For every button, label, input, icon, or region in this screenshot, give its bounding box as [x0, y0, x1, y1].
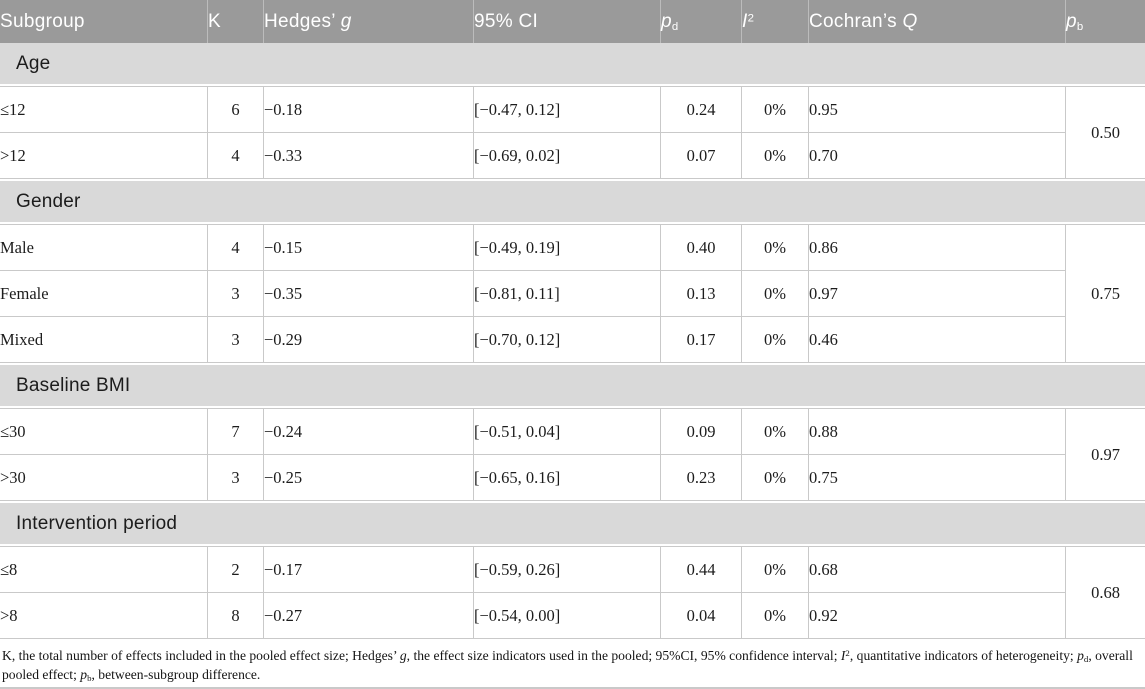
- cell-subgroup: ≤30: [0, 408, 207, 455]
- cell-hedges-g: −0.25: [263, 455, 473, 501]
- cell-i2: 0%: [741, 133, 808, 179]
- section-row-intervention-period: Intervention period: [0, 501, 1145, 546]
- section-header-gender: Gender: [0, 179, 1145, 224]
- cell-hedges-g: −0.35: [263, 271, 473, 317]
- cell-hedges-g: −0.33: [263, 133, 473, 179]
- cell-hedges-g: −0.17: [263, 546, 473, 593]
- cell-subgroup: Male: [0, 224, 207, 271]
- cell-subgroup: Mixed: [0, 317, 207, 363]
- cell-ci: [−0.47, 0.12]: [473, 86, 660, 133]
- cell-subgroup: >8: [0, 593, 207, 639]
- table-row: >12 4 −0.33 [−0.69, 0.02] 0.07 0% 0.70: [0, 133, 1145, 179]
- table-row: >30 3 −0.25 [−0.65, 0.16] 0.23 0% 0.75: [0, 455, 1145, 501]
- section-row-age: Age: [0, 43, 1145, 86]
- cell-ci: [−0.70, 0.12]: [473, 317, 660, 363]
- cell-pd: 0.44: [660, 546, 741, 593]
- section-header-intervention-period: Intervention period: [0, 501, 1145, 546]
- cell-k: 3: [207, 317, 263, 363]
- cell-i2: 0%: [741, 593, 808, 639]
- cell-cochrans-q: 0.86: [808, 224, 1065, 271]
- cell-subgroup: ≤12: [0, 86, 207, 133]
- cell-k: 7: [207, 408, 263, 455]
- col-header-pd: pd: [660, 0, 741, 43]
- cell-k: 8: [207, 593, 263, 639]
- section-header-age: Age: [0, 43, 1145, 86]
- table-row: >8 8 −0.27 [−0.54, 0.00] 0.04 0% 0.92: [0, 593, 1145, 639]
- cell-cochrans-q: 0.97: [808, 271, 1065, 317]
- cell-pd: 0.24: [660, 86, 741, 133]
- cell-ci: [−0.59, 0.26]: [473, 546, 660, 593]
- cell-pd: 0.04: [660, 593, 741, 639]
- bottom-divider: [0, 687, 1145, 689]
- table-row: ≤30 7 −0.24 [−0.51, 0.04] 0.09 0% 0.88 0…: [0, 408, 1145, 501]
- table-row: Mixed 3 −0.29 [−0.70, 0.12] 0.17 0% 0.46: [0, 317, 1145, 363]
- col-header-k: K: [207, 0, 263, 43]
- cell-ci: [−0.51, 0.04]: [473, 408, 660, 455]
- cell-pd: 0.07: [660, 133, 741, 179]
- col-header-i2: I2: [741, 0, 808, 43]
- subgroup-analysis-table: Subgroup K Hedges’ g 95% CI pd I2 Cochra…: [0, 0, 1145, 639]
- cell-hedges-g: −0.27: [263, 593, 473, 639]
- cell-cochrans-q: 0.92: [808, 593, 1065, 639]
- cell-cochrans-q: 0.75: [808, 455, 1065, 501]
- col-header-pb: pb: [1065, 0, 1145, 43]
- cell-subgroup: >12: [0, 133, 207, 179]
- table-row: ≤8 2 −0.17 [−0.59, 0.26] 0.44 0% 0.68 0.…: [0, 546, 1145, 639]
- table-row: ≤12 6 −0.18 [−0.47, 0.12] 0.24 0% 0.95 0…: [0, 86, 1145, 179]
- cell-subgroup: >30: [0, 455, 207, 501]
- cell-pb: 0.68: [1065, 546, 1145, 639]
- cell-ci: [−0.65, 0.16]: [473, 455, 660, 501]
- cell-cochrans-q: 0.88: [808, 408, 1065, 455]
- cell-hedges-g: −0.24: [263, 408, 473, 455]
- section-header-baseline-bmi: Baseline BMI: [0, 363, 1145, 408]
- cell-i2: 0%: [741, 317, 808, 363]
- table-row: Female 3 −0.35 [−0.81, 0.11] 0.13 0% 0.9…: [0, 271, 1145, 317]
- cell-i2: 0%: [741, 455, 808, 501]
- cell-k: 3: [207, 271, 263, 317]
- cell-k: 4: [207, 133, 263, 179]
- cell-pb: 0.50: [1065, 86, 1145, 179]
- cell-hedges-g: −0.29: [263, 317, 473, 363]
- cell-k: 3: [207, 455, 263, 501]
- cell-k: 4: [207, 224, 263, 271]
- cell-ci: [−0.81, 0.11]: [473, 271, 660, 317]
- cell-hedges-g: −0.15: [263, 224, 473, 271]
- cell-ci: [−0.69, 0.02]: [473, 133, 660, 179]
- cell-ci: [−0.54, 0.00]: [473, 593, 660, 639]
- table-footnote: K, the total number of effects included …: [2, 648, 1133, 684]
- cell-ci: [−0.49, 0.19]: [473, 224, 660, 271]
- cell-hedges-g: −0.18: [263, 86, 473, 133]
- cell-pd: 0.09: [660, 408, 741, 455]
- cell-pd: 0.17: [660, 317, 741, 363]
- cell-k: 2: [207, 546, 263, 593]
- col-header-cochrans-q: Cochran’s Q: [808, 0, 1065, 43]
- cell-i2: 0%: [741, 271, 808, 317]
- cell-cochrans-q: 0.46: [808, 317, 1065, 363]
- cell-i2: 0%: [741, 86, 808, 133]
- cell-subgroup: Female: [0, 271, 207, 317]
- cell-pd: 0.40: [660, 224, 741, 271]
- col-header-subgroup: Subgroup: [0, 0, 207, 43]
- cell-pd: 0.13: [660, 271, 741, 317]
- section-row-gender: Gender: [0, 179, 1145, 224]
- cell-subgroup: ≤8: [0, 546, 207, 593]
- cell-i2: 0%: [741, 546, 808, 593]
- cell-pb: 0.97: [1065, 408, 1145, 501]
- cell-k: 6: [207, 86, 263, 133]
- header-row: Subgroup K Hedges’ g 95% CI pd I2 Cochra…: [0, 0, 1145, 43]
- cell-i2: 0%: [741, 224, 808, 271]
- section-row-baseline-bmi: Baseline BMI: [0, 363, 1145, 408]
- cell-i2: 0%: [741, 408, 808, 455]
- cell-cochrans-q: 0.95: [808, 86, 1065, 133]
- cell-pb: 0.75: [1065, 224, 1145, 363]
- table-row: Male 4 −0.15 [−0.49, 0.19] 0.40 0% 0.86 …: [0, 224, 1145, 363]
- cell-cochrans-q: 0.68: [808, 546, 1065, 593]
- col-header-hedges-g: Hedges’ g: [263, 0, 473, 43]
- cell-pd: 0.23: [660, 455, 741, 501]
- col-header-95ci: 95% CI: [473, 0, 660, 43]
- cell-cochrans-q: 0.70: [808, 133, 1065, 179]
